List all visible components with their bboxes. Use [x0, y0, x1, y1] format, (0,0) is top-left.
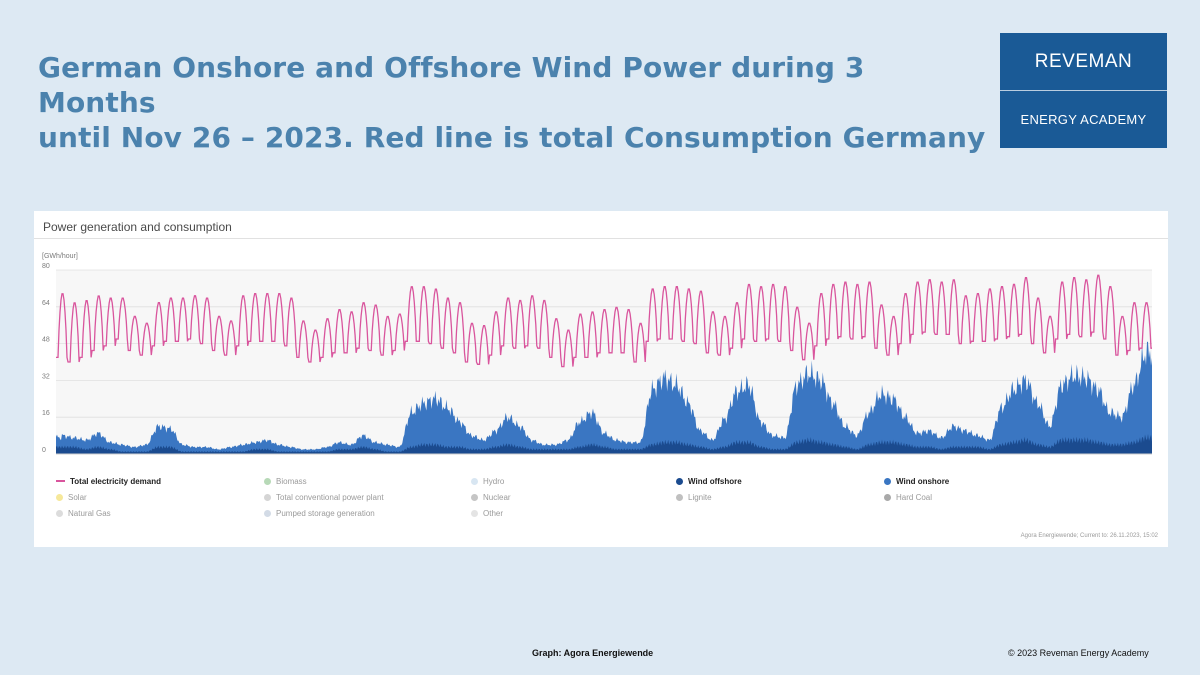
legend-item-wind-offshore[interactable]: Wind offshore	[676, 475, 742, 487]
legend-marker	[264, 493, 271, 501]
legend-marker	[471, 477, 478, 485]
legend-label: Hydro	[483, 476, 505, 486]
y-tick-label: 0	[42, 447, 46, 454]
slide-title: German Onshore and Offshore Wind Power d…	[38, 50, 988, 155]
legend-marker	[884, 493, 891, 501]
chart-legend: Total electricity demand Biomass Hydro Wind…	[56, 475, 1156, 527]
plot-background	[56, 270, 1152, 454]
graph-source: Graph: Agora Energiewende	[532, 648, 654, 658]
legend-marker	[676, 477, 683, 485]
legend-label: Biomass	[276, 476, 307, 486]
legend-label: Pumped storage generation	[276, 508, 375, 518]
reveman-logo: REVEMAN ENERGY ACADEMY	[1000, 33, 1167, 148]
legend-label: Total electricity demand	[70, 476, 161, 486]
legend-item-natural-gas[interactable]: Natural Gas	[56, 507, 111, 519]
y-tick-label: 32	[42, 373, 50, 380]
chart-credit: Agora Energiewende; Current to: 26.11.20…	[1020, 533, 1158, 539]
legend-marker	[884, 477, 891, 485]
legend-label: Total conventional power plant	[276, 492, 384, 502]
legend-item-solar[interactable]: Solar	[56, 491, 87, 503]
y-tick-label: 16	[42, 410, 50, 417]
legend-item-hard-coal[interactable]: Hard Coal	[884, 491, 932, 503]
legend-label: Other	[483, 508, 504, 518]
legend-item-total-conventional-power-plant[interactable]: Total conventional power plant	[264, 491, 384, 503]
legend-item-biomass[interactable]: Biomass	[264, 475, 307, 487]
y-axis-unit: [GWh/hour]	[42, 253, 78, 260]
legend-label: Lignite	[688, 492, 712, 502]
y-tick-label: 80	[42, 263, 50, 270]
legend-label: Natural Gas	[68, 508, 111, 518]
legend-marker	[56, 493, 63, 501]
legend-label: Nuclear	[483, 492, 511, 502]
legend-item-other[interactable]: Other	[471, 507, 503, 519]
legend-item-nuclear[interactable]: Nuclear	[471, 491, 511, 503]
legend-marker	[264, 477, 271, 485]
legend-marker	[264, 509, 271, 517]
legend-label: Hard Coal	[896, 492, 933, 502]
legend-marker	[471, 493, 478, 501]
legend-label: Solar	[68, 492, 87, 502]
series-wind-onshore-area	[56, 341, 1152, 454]
series-wind-offshore-area	[56, 433, 1152, 454]
legend-marker	[471, 509, 478, 517]
slide-title-line1: German Onshore and Offshore Wind Power d…	[38, 51, 865, 119]
logo-line-academy: ENERGY ACADEMY	[1020, 112, 1147, 127]
legend-item-total-electricity-demand[interactable]: Total electricity demand	[56, 475, 161, 487]
legend-marker	[56, 509, 63, 517]
legend-marker	[56, 480, 65, 482]
series-total-demand-line	[56, 274, 1152, 368]
chart-plot: 0 16 32 48 64 80	[42, 263, 1152, 455]
y-tick-label: 48	[42, 337, 50, 344]
legend-label: Wind onshore	[896, 476, 950, 486]
legend-label: Wind offshore	[688, 476, 742, 486]
legend-item-wind-onshore[interactable]: Wind onshore	[884, 475, 949, 487]
logo-line-reveman: REVEMAN	[1000, 33, 1167, 91]
chart-title-divider	[34, 238, 1168, 239]
chart-card: Power generation and consumption [GWh/ho…	[34, 211, 1168, 547]
copyright: © 2023 Reveman Energy Academy	[1008, 648, 1149, 658]
chart-title: Power generation and consumption	[43, 220, 232, 234]
legend-item-pumped-storage-generation[interactable]: Pumped storage generation	[264, 507, 375, 519]
legend-item-hydro[interactable]: Hydro	[471, 475, 504, 487]
y-tick-label: 64	[42, 300, 50, 307]
legend-marker	[676, 493, 683, 501]
legend-item-lignite[interactable]: Lignite	[676, 491, 712, 503]
slide-title-line2: until Nov 26 – 2023. Red line is total C…	[38, 121, 986, 154]
